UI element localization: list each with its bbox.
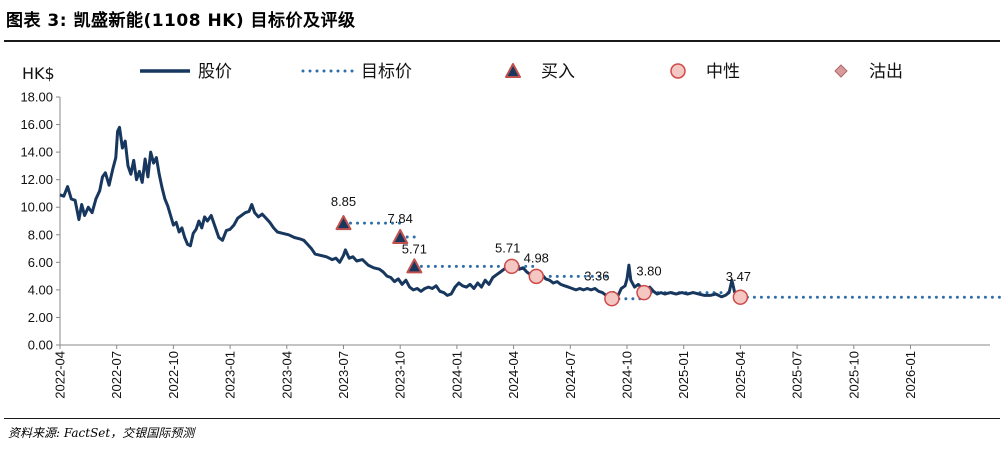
- chart-legend: 股价 目标价 买入 中性 沽出: [140, 62, 903, 82]
- x-tick-label: 2025-04: [733, 351, 748, 399]
- x-tick-label: 2022-07: [109, 351, 124, 399]
- stock-price-target-chart: 股价 目标价 买入 中性 沽出 HK$ 0.00 2.00 4.00 6.00 8.00 10.0…: [20, 62, 1004, 399]
- legend-label-sell: 沽出: [869, 62, 903, 82]
- neutral-rating-marker: [503, 258, 520, 275]
- legend-label-target: 目标价: [361, 62, 412, 82]
- y-tick-label: 18.00: [20, 90, 53, 105]
- source-note: 资料来源: FactSet，交银国际预测: [8, 426, 195, 440]
- legend-buy-swatch: [505, 63, 521, 78]
- x-tick-label: 2022-10: [166, 351, 181, 399]
- x-tick-label: 2024-01: [449, 351, 464, 399]
- legend-label-price: 股价: [198, 62, 232, 82]
- chart-axes: 0.00 2.00 4.00 6.00 8.00 10.00 12.00 14.00 16.00…: [20, 90, 990, 399]
- target-price-label: 5.71: [495, 240, 520, 255]
- target-price-label: 4.98: [524, 250, 549, 265]
- neutral-rating-marker: [604, 290, 620, 307]
- x-tick-label: 2026-01: [903, 351, 918, 399]
- legend-neutral-swatch: [670, 63, 686, 79]
- target-price-series: [342, 221, 1004, 301]
- x-tick-label: 2023-01: [223, 351, 238, 399]
- x-tick-label: 2023-10: [393, 351, 408, 399]
- target-price-label: 3.36: [584, 269, 609, 284]
- y-tick-label: 6.00: [28, 255, 53, 270]
- target-labels: 8.85 7.84 5.71 5.71 4.98 3.36 3.80 3.47: [331, 194, 751, 284]
- target-price-label: 3.80: [636, 264, 661, 279]
- neutral-rating-marker: [528, 268, 545, 285]
- x-tick-label: 2024-10: [620, 351, 635, 399]
- x-tick-label: 2024-04: [506, 351, 521, 399]
- y-tick-label: 0.00: [28, 338, 53, 353]
- footer-divider: [4, 418, 1000, 419]
- title-divider: [4, 40, 1000, 42]
- x-tick-label: 2025-07: [790, 351, 805, 399]
- neutral-rating-marker: [636, 284, 652, 301]
- y-tick-label: 10.00: [20, 200, 53, 215]
- x-tick-label: 2025-10: [846, 351, 861, 399]
- legend-sell-swatch: [834, 64, 848, 78]
- buy-rating-marker: [392, 228, 409, 244]
- legend-label-buy: 买入: [541, 62, 575, 82]
- y-tick-label: 16.00: [20, 117, 53, 132]
- target-price-label: 3.47: [726, 269, 751, 284]
- neutral-rating-marker: [732, 289, 749, 305]
- x-tick-label: 2022-04: [53, 351, 68, 399]
- chart-title: 图表 3: 凯盛新能(1108 HK) 目标价及评级: [6, 11, 356, 31]
- y-tick-label: 14.00: [20, 145, 53, 160]
- y-tick-label: 12.00: [20, 172, 53, 187]
- legend-label-neutral: 中性: [706, 62, 740, 82]
- y-axis-title: HK$: [22, 64, 55, 83]
- buy-rating-marker: [335, 215, 352, 231]
- buy-rating-marker: [406, 258, 423, 274]
- x-tick-label: 2023-04: [279, 351, 294, 399]
- y-tick-label: 4.00: [28, 282, 53, 297]
- x-tick-label: 2025-01: [676, 351, 691, 399]
- target-price-label: 8.85: [331, 194, 356, 209]
- rating-markers: [335, 215, 749, 307]
- target-price-label: 5.71: [402, 241, 427, 256]
- y-tick-label: 2.00: [28, 310, 53, 325]
- x-tick-label: 2024-07: [563, 351, 578, 399]
- target-price-label: 7.84: [388, 211, 413, 226]
- x-tick-label: 2023-07: [336, 351, 351, 399]
- y-tick-label: 8.00: [28, 227, 53, 242]
